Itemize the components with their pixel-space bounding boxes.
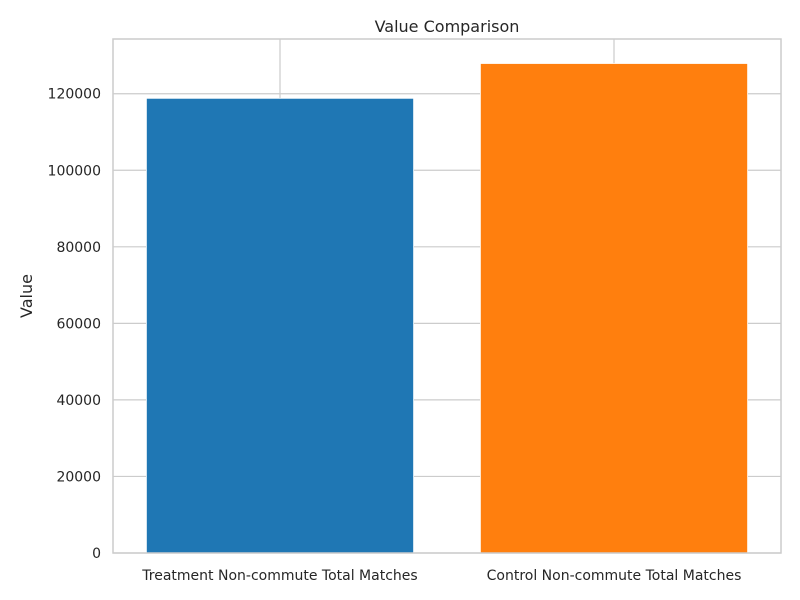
y-axis-label: Value: [17, 274, 36, 318]
plot-frame: [112, 38, 782, 554]
y-axis-ticks: 0 20000 40000 60000 80000 100000 120000: [48, 87, 101, 562]
x-tick-label: Treatment Non-commute Total Matches: [141, 568, 417, 584]
chart-title: Value Comparison: [375, 17, 520, 36]
bar: [145, 97, 415, 554]
bars: [145, 63, 749, 554]
bar: [479, 63, 749, 554]
y-tick-label: 20000: [56, 469, 101, 485]
x-axis-ticks: Treatment Non-commute Total Matches Contr…: [141, 568, 741, 584]
y-tick-label: 60000: [56, 316, 101, 332]
y-tick-label: 120000: [48, 87, 101, 103]
x-tick-label: Control Non-commute Total Matches: [487, 568, 742, 584]
y-tick-label: 100000: [48, 163, 101, 179]
y-tick-label: 40000: [56, 393, 101, 409]
y-tick-label: 0: [92, 546, 101, 562]
y-tick-label: 80000: [56, 240, 101, 256]
